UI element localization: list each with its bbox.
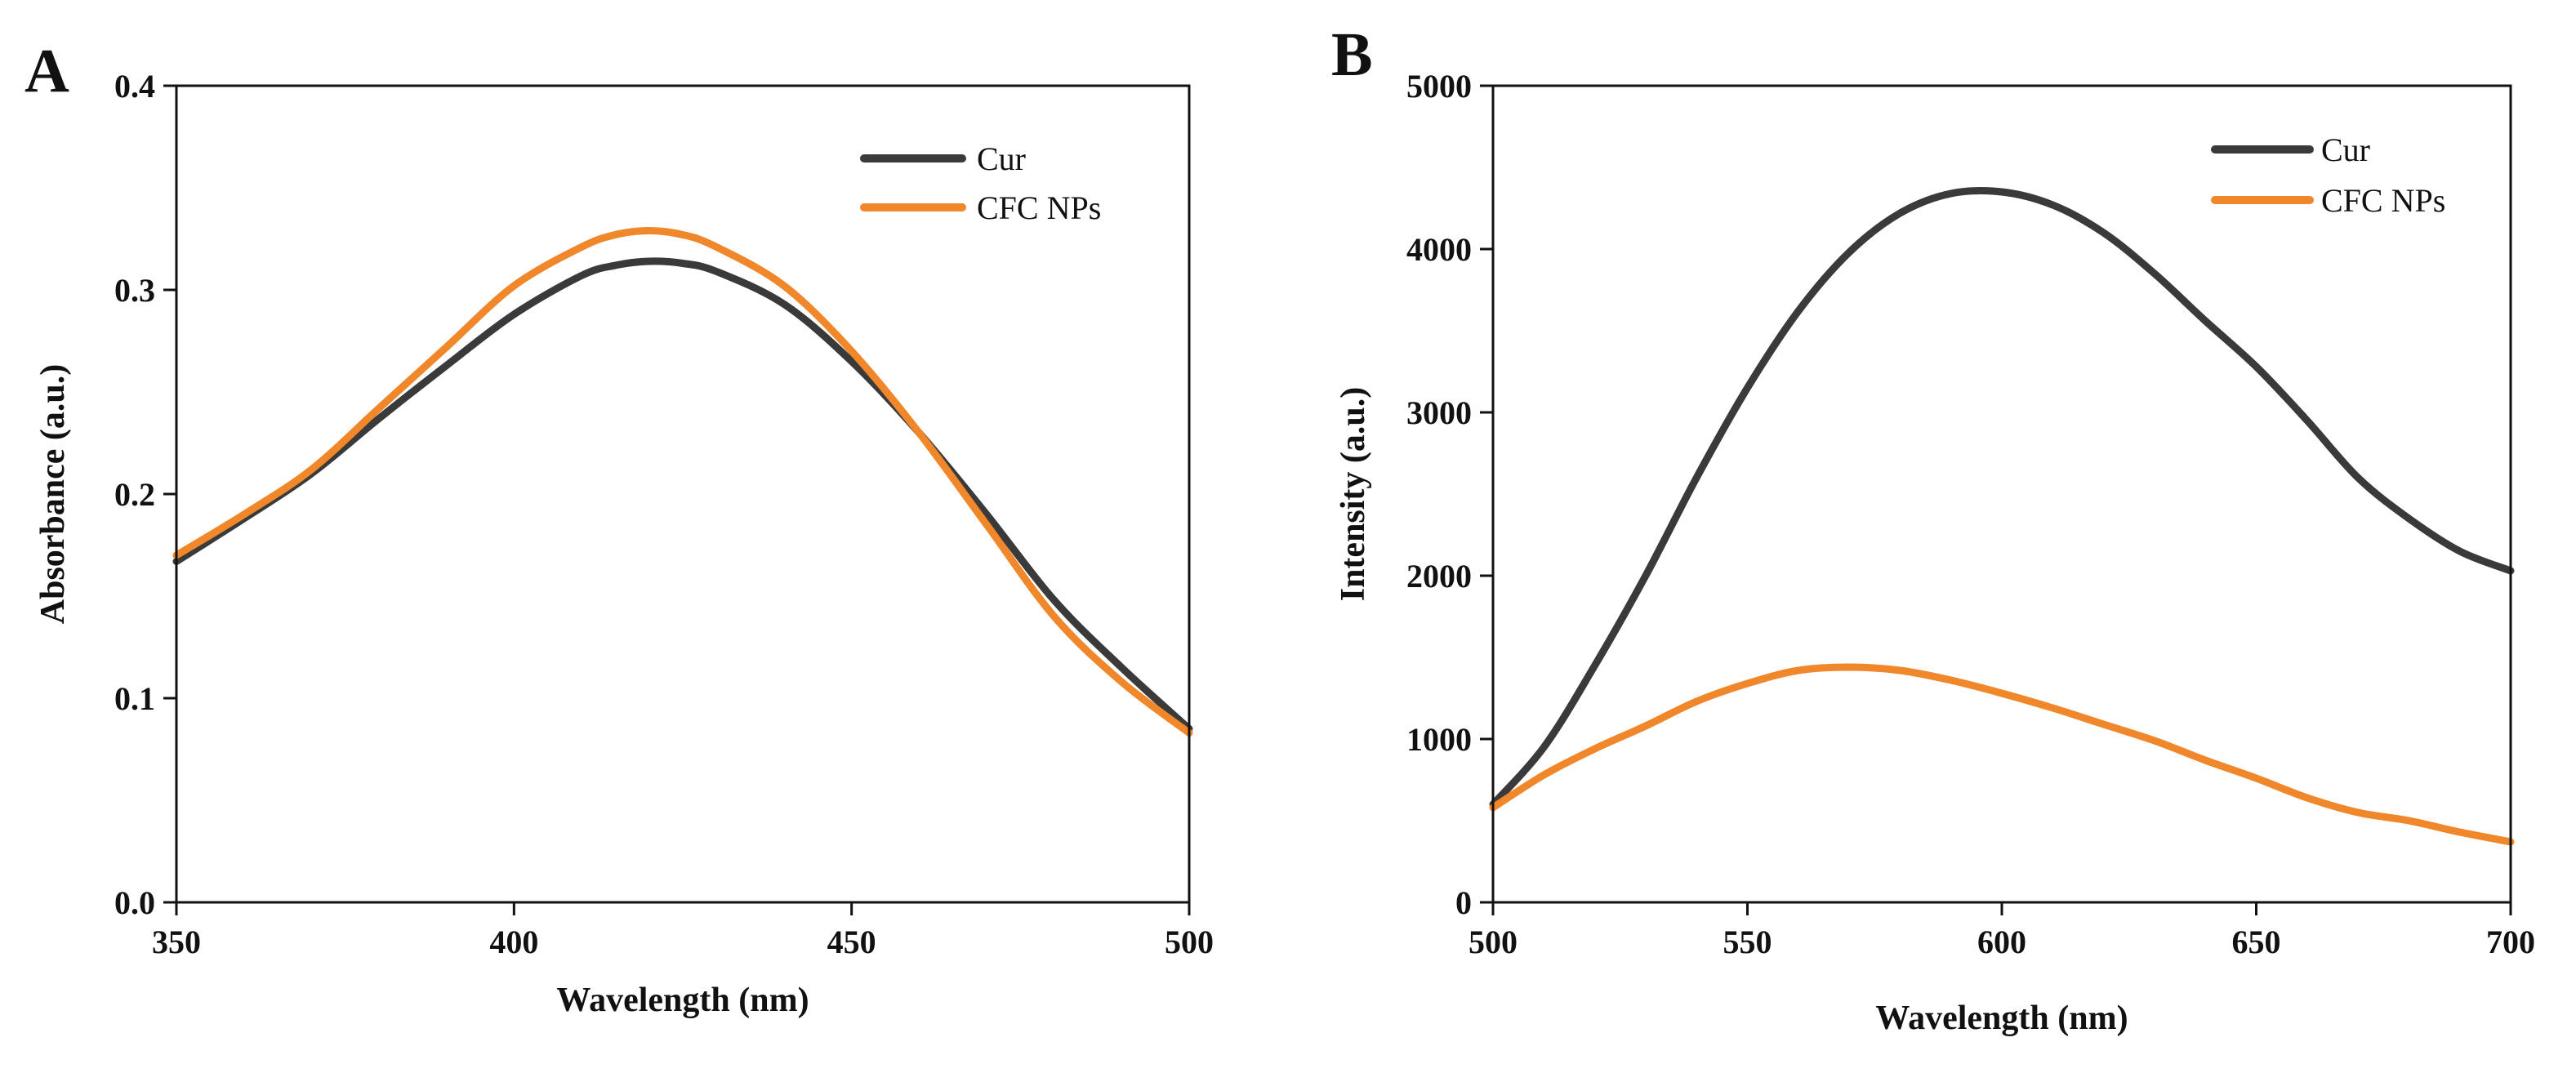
panel-b-legend: Cur CFC NPs bbox=[2211, 131, 2445, 219]
panel-a-series-layer bbox=[172, 227, 1193, 737]
panel-a-series-cfc-nps-line bbox=[172, 227, 1193, 737]
panel-b-x-tick-label: 500 bbox=[1468, 924, 1518, 960]
panel-b-legend-label-cfc: CFC NPs bbox=[2321, 182, 2445, 219]
panel-b-series-layer bbox=[1489, 186, 2515, 846]
panel-b-y-tick-label: 5000 bbox=[1406, 68, 1472, 105]
panel-a-series-cur-line bbox=[172, 257, 1193, 732]
panel-a-x-tick-label: 400 bbox=[489, 924, 538, 960]
panel-a-chart: A 350 400 450 500 0.0 0.1 0.2 0.3 0.4 Wavelength… bbox=[25, 37, 1214, 1019]
panel-b-y-tick-label: 0 bbox=[1455, 884, 1472, 921]
panel-b-y-tick-label: 3000 bbox=[1406, 394, 1472, 431]
panel-b-y-tick-label: 4000 bbox=[1406, 231, 1472, 268]
panel-a-y-tick-label: 0.2 bbox=[114, 476, 155, 513]
panel-a-y-tick-label: 0.0 bbox=[114, 884, 155, 921]
panel-b-x-tick-label: 600 bbox=[1977, 924, 2026, 960]
panel-b-chart: B 500 550 600 650 700 0 1000 2000 3000 4000 5000 W… bbox=[1331, 20, 2535, 1037]
panel-a-legend-label-cfc: CFC NPs bbox=[977, 189, 1101, 226]
panel-a-x-tick-label: 350 bbox=[152, 924, 201, 960]
panel-b-y-tick-label: 1000 bbox=[1406, 721, 1472, 758]
panel-a-y-axis-label: Absorbance (a.u.) bbox=[34, 364, 72, 625]
panel-b-series-cfc-nps-line bbox=[1489, 663, 2515, 846]
panel-b-x-tick-label: 550 bbox=[1723, 924, 1772, 960]
panel-a-legend-label-cur: Cur bbox=[977, 140, 1026, 177]
panel-a-y-tick-label: 0.4 bbox=[114, 68, 155, 105]
panel-a-y-tick-label: 0.1 bbox=[114, 680, 155, 717]
panel-a-x-axis-label: Wavelength (nm) bbox=[556, 982, 809, 1019]
panel-a-legend: Cur CFC NPs bbox=[860, 140, 1101, 226]
panel-b-y-axis-label: Intensity (a.u.) bbox=[1335, 387, 1372, 602]
panel-b-x-axis-label: Wavelength (nm) bbox=[1875, 1000, 2128, 1037]
panel-a-y-tick-label: 0.3 bbox=[114, 272, 155, 309]
panel-b-series-cur-line bbox=[1489, 186, 2515, 808]
panel-a-x-tick-label: 500 bbox=[1165, 924, 1214, 960]
panel-b-legend-label-cur: Cur bbox=[2321, 131, 2370, 168]
panel-b-x-tick-label: 700 bbox=[2486, 924, 2535, 960]
panel-a-label: A bbox=[25, 37, 69, 105]
panel-a-x-tick-label: 450 bbox=[827, 924, 876, 960]
panel-b-x-tick-label: 650 bbox=[2232, 924, 2281, 960]
panel-b-ticks: 500 550 600 650 700 0 1000 2000 3000 4000 5000 bbox=[1406, 68, 2535, 960]
panel-a-ticks: 350 400 450 500 0.0 0.1 0.2 0.3 0.4 bbox=[114, 68, 1214, 960]
panel-b-y-tick-label: 2000 bbox=[1406, 558, 1472, 594]
panel-b-label: B bbox=[1331, 20, 1373, 89]
